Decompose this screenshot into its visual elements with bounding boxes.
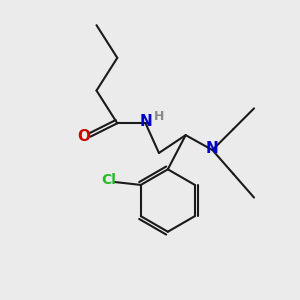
Text: O: O xyxy=(77,129,91,144)
Text: H: H xyxy=(154,110,164,123)
Text: N: N xyxy=(206,141,219,156)
Text: Cl: Cl xyxy=(101,173,116,188)
Text: N: N xyxy=(139,114,152,129)
